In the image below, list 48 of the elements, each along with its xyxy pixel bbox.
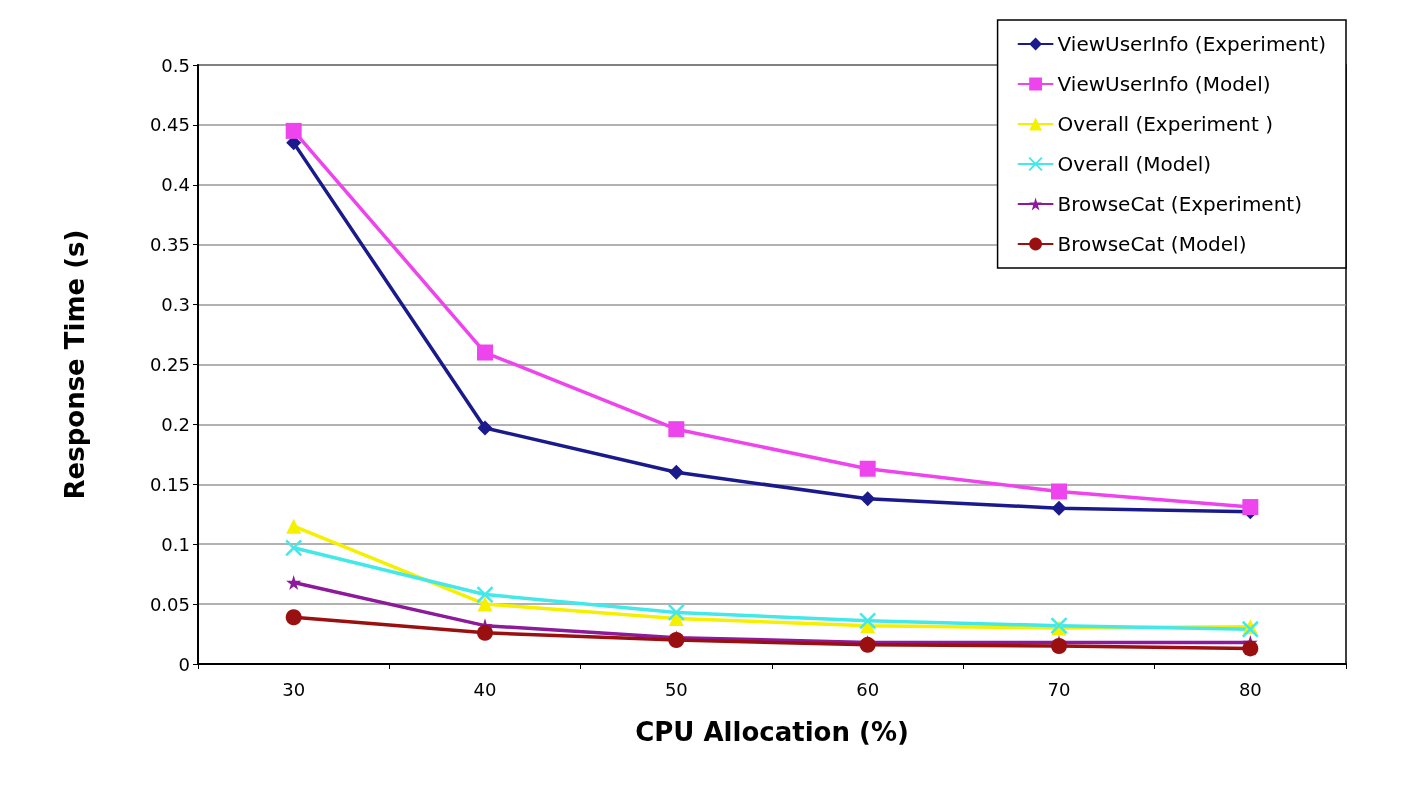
y-tick-label: 0.05 — [149, 593, 190, 615]
y-tick-label: 0.1 — [161, 533, 190, 555]
point — [668, 464, 684, 480]
point — [858, 612, 877, 630]
point — [284, 539, 303, 557]
point — [477, 596, 493, 612]
point — [667, 603, 686, 622]
x-axis-title: CPU Allocation (%) — [635, 717, 909, 747]
y-tick-label: 0.25 — [149, 354, 190, 375]
legend-label: ViewUserInfo (Experiment) — [1057, 32, 1326, 56]
point — [285, 609, 302, 626]
point — [859, 460, 876, 477]
point — [1242, 499, 1259, 516]
y-tick-label: 0.5 — [161, 54, 190, 76]
point — [860, 491, 876, 507]
y-tick-label: 0.3 — [161, 294, 190, 316]
y-tick-label: 0.15 — [149, 473, 190, 495]
point — [668, 421, 685, 438]
point — [1242, 640, 1259, 657]
point — [1050, 616, 1068, 635]
x-tick-label: 30 — [282, 678, 306, 700]
legend-label: BrowseCat (Experiment) — [1057, 192, 1302, 216]
y-tick-label: 0.2 — [161, 413, 190, 435]
point — [477, 624, 493, 641]
y-tick-label: 0.35 — [149, 234, 190, 256]
y-tick-label: 0.45 — [149, 114, 190, 136]
x-tick-label: 70 — [1047, 678, 1071, 700]
point — [1051, 500, 1067, 516]
point — [477, 420, 493, 436]
legend-label: Overall (Experiment ) — [1057, 112, 1273, 136]
point — [285, 122, 302, 139]
point — [1241, 620, 1260, 639]
x-tick-label: 40 — [473, 678, 497, 700]
legend-label: ViewUserInfo (Model) — [1057, 72, 1271, 96]
y-axis-title: Response Time (s) — [60, 229, 90, 500]
legend-label: BrowseCat (Model) — [1057, 232, 1247, 256]
point — [286, 575, 302, 591]
x-tick-label: 60 — [856, 678, 880, 700]
point — [477, 344, 493, 361]
x-tick-label: 50 — [664, 678, 688, 700]
point — [1051, 638, 1067, 655]
y-tick-label: 0 — [178, 653, 190, 675]
point — [476, 585, 494, 604]
point — [286, 518, 302, 534]
legend-label: Overall (Model) — [1057, 152, 1212, 176]
y-tick-label: 0.4 — [161, 174, 190, 196]
x-tick-label: 80 — [1238, 678, 1262, 700]
point — [1051, 483, 1067, 500]
